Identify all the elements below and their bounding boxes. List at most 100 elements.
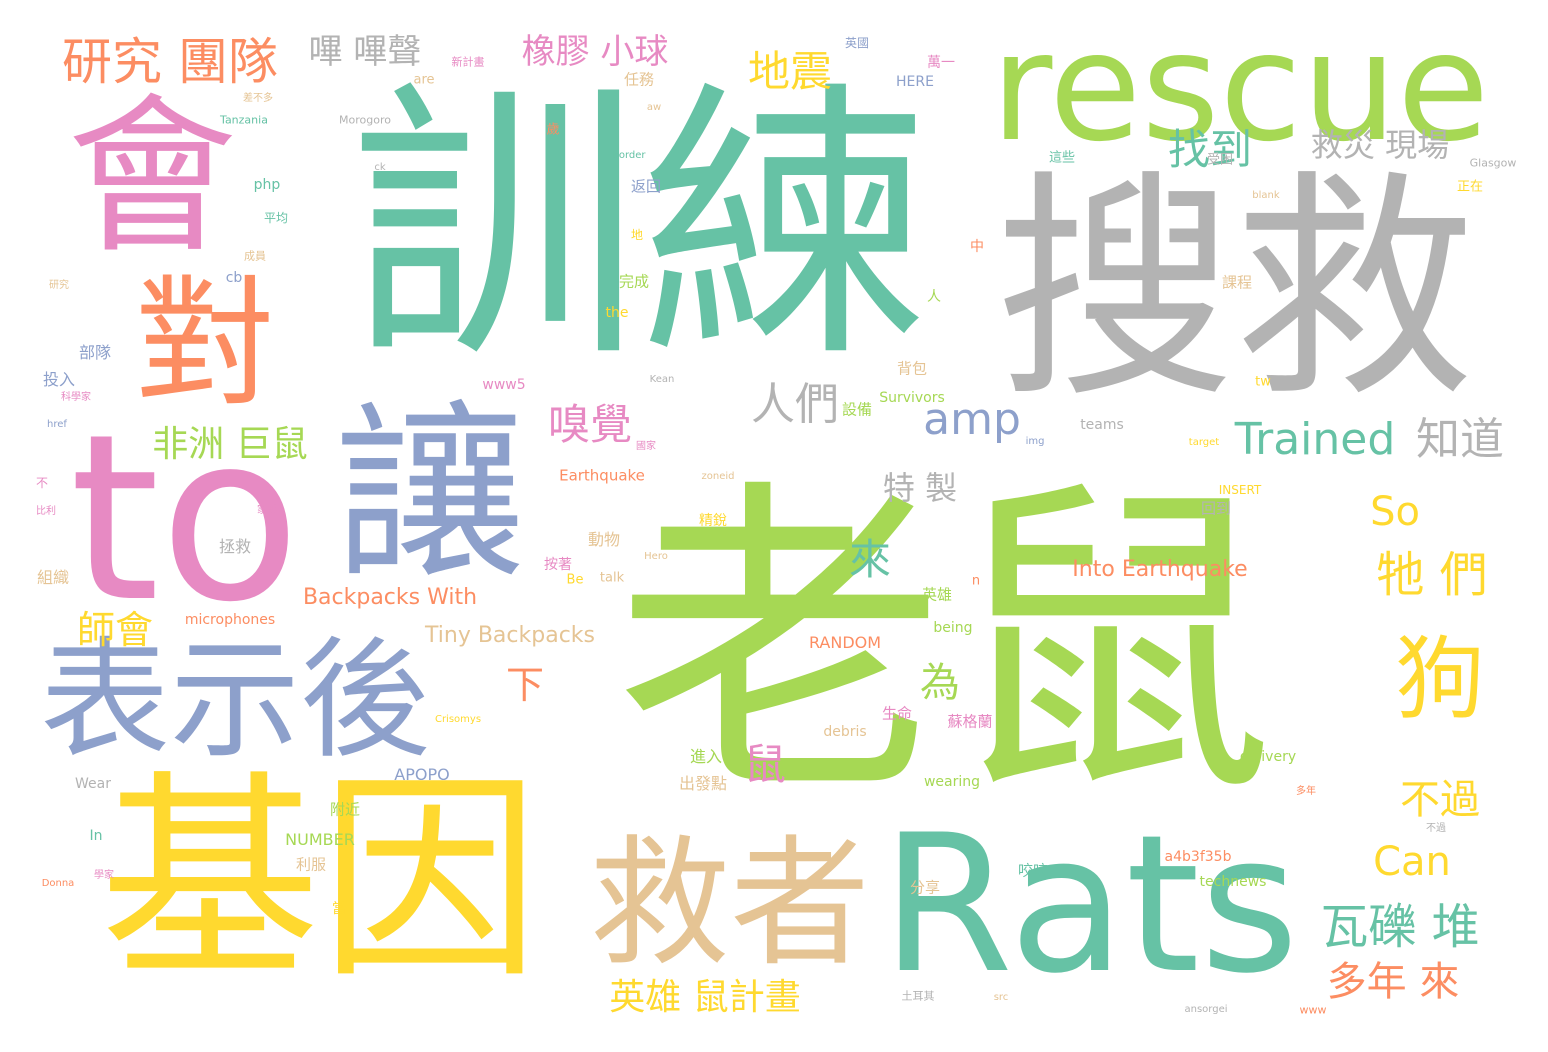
word-being: being <box>933 620 973 636</box>
word-apopo: APOPO <box>394 765 450 784</box>
word-in: In <box>89 828 103 844</box>
word-uk: 英國 <box>844 36 870 50</box>
word-the: the <box>605 305 629 321</box>
word-tw: tw <box>1255 374 1271 390</box>
word-wearing: wearing <box>923 774 981 790</box>
word-shihui: 師會 <box>76 608 154 652</box>
word-animal: 動物 <box>587 530 621 549</box>
word-task: 任務 <box>623 70 655 89</box>
word-target: target <box>1188 437 1220 448</box>
word-zoneid: zoneid <box>701 471 735 482</box>
word-technews: technews <box>1199 874 1267 890</box>
word-almost: 差不多 <box>243 93 273 104</box>
word-member: 成員 <box>244 249 266 263</box>
word-hometown: 家鄉 <box>257 505 277 516</box>
word-di: 地 <box>630 228 644 242</box>
word-people: 人們 <box>751 379 839 430</box>
word-dang: 當 <box>332 901 346 917</box>
word-src: src <box>993 992 1009 1003</box>
word-share: 分享 <box>909 878 941 897</box>
word-bu: 不 <box>35 476 49 490</box>
word-troops: 部隊 <box>78 343 112 362</box>
word-aw: aw <box>646 102 662 113</box>
word-glasgow: Glasgow <box>1469 156 1517 170</box>
word-organization: 組織 <box>36 568 70 587</box>
word-tanzania: Tanzania <box>220 113 268 127</box>
word-insert: INSERT <box>1218 483 1262 497</box>
word-they: 牠 們 <box>1376 547 1488 603</box>
word-backpack: 背包 <box>896 359 928 378</box>
word-smell: 嗅覺 <box>547 400 633 449</box>
word-nearby: 附近 <box>329 800 361 819</box>
word-lifu: 利服 <box>295 855 327 874</box>
word-life: 生命 <box>881 704 913 723</box>
word-scientist: 科學家 <box>61 392 91 403</box>
word-hero-zh: 英雄 <box>921 585 953 604</box>
word-gene: 基因 <box>99 752 541 1008</box>
word-morogoro: Morogoro <box>339 113 391 127</box>
word-kean: Kean <box>649 374 675 385</box>
word-many-years: 多年 來 <box>1326 959 1460 1005</box>
word-to: to <box>69 386 301 653</box>
word-african-giant-rat: 非洲 巨鼠 <box>152 424 308 465</box>
word-backpacks-with: Backpacks With <box>302 585 478 610</box>
word-average: 平均 <box>263 211 289 225</box>
word-dui: 對 <box>134 263 276 426</box>
word-complete: 完成 <box>618 272 650 291</box>
word-lai: 來 <box>848 535 892 584</box>
word-scholar: 學家 <box>94 870 114 881</box>
word-border: border <box>612 150 646 161</box>
word-a4b3f35b: a4b3f35b <box>1164 849 1232 865</box>
word-blank: blank <box>1252 190 1280 201</box>
word-random: RANDOM <box>808 633 882 652</box>
word-amp: amp <box>923 394 1021 445</box>
word-found: 找到 <box>1167 125 1253 174</box>
word-n: n <box>971 573 981 589</box>
word-wear: Wear <box>75 776 111 792</box>
word-research-team: 研究 團隊 <box>62 33 278 91</box>
word-many-years-small: 多年 <box>1296 786 1316 797</box>
word-number: NUMBER <box>285 830 355 849</box>
word-debris: debris <box>823 724 867 740</box>
word-invest: 投入 <box>42 370 76 389</box>
word-know: 知道 <box>1416 414 1504 465</box>
word-img: img <box>1025 436 1045 447</box>
word-into-earthquake: Into Earthquake <box>1072 557 1248 582</box>
word-shu: 鼠 <box>743 740 787 789</box>
word-can: Can <box>1373 839 1451 885</box>
word-rats: Rats <box>881 794 1299 1015</box>
word-these: 這些 <box>1048 150 1076 166</box>
word-however: 不過 <box>1400 777 1480 823</box>
word-country: 國家 <box>636 441 656 452</box>
word-turkey: 土耳其 <box>901 989 935 1003</box>
word-special-made: 特 製 <box>882 469 958 507</box>
word-cb: cb <box>225 270 243 286</box>
word-course: 課程 <box>1221 273 1253 292</box>
word-currently: 正在 <box>1456 179 1484 195</box>
word-crisomys: Crisomys <box>434 714 482 725</box>
word-ansorgei: ansorgei <box>1184 1004 1228 1015</box>
word-php: php <box>253 177 281 193</box>
word-dog: 狗 <box>1395 627 1485 732</box>
word-biaoshi-hou: 表示後 <box>39 624 431 776</box>
word-starting-point: 出發點 <box>678 774 728 793</box>
word-ck: ck <box>374 162 386 173</box>
word-save: 拯救 <box>218 537 252 556</box>
word-beep: 嗶 嗶聲 <box>308 32 422 72</box>
word-www5: www5 <box>482 377 526 393</box>
word-bite: 咬咬 <box>1017 861 1049 880</box>
word-bili: 比利 <box>36 506 56 517</box>
word-survivors: Survivors <box>879 390 945 406</box>
word-buguo-small: 不過 <box>1426 823 1446 834</box>
word-xia: 下 <box>505 663 545 707</box>
word-middle: 中 <box>970 239 984 255</box>
word-back-to: 回到 <box>1200 499 1232 518</box>
word-rat: 老鼠 <box>615 453 1275 837</box>
word-training: 訓練 <box>350 59 930 396</box>
word-rescuer: 救者 <box>589 823 871 986</box>
word-trapped: 受困 <box>1206 152 1234 168</box>
word-new-plan: 新計畫 <box>451 55 485 69</box>
word-in-case: 萬一 <box>927 55 955 71</box>
word-hui: 會 <box>66 79 238 277</box>
word-be: Be <box>566 572 584 588</box>
